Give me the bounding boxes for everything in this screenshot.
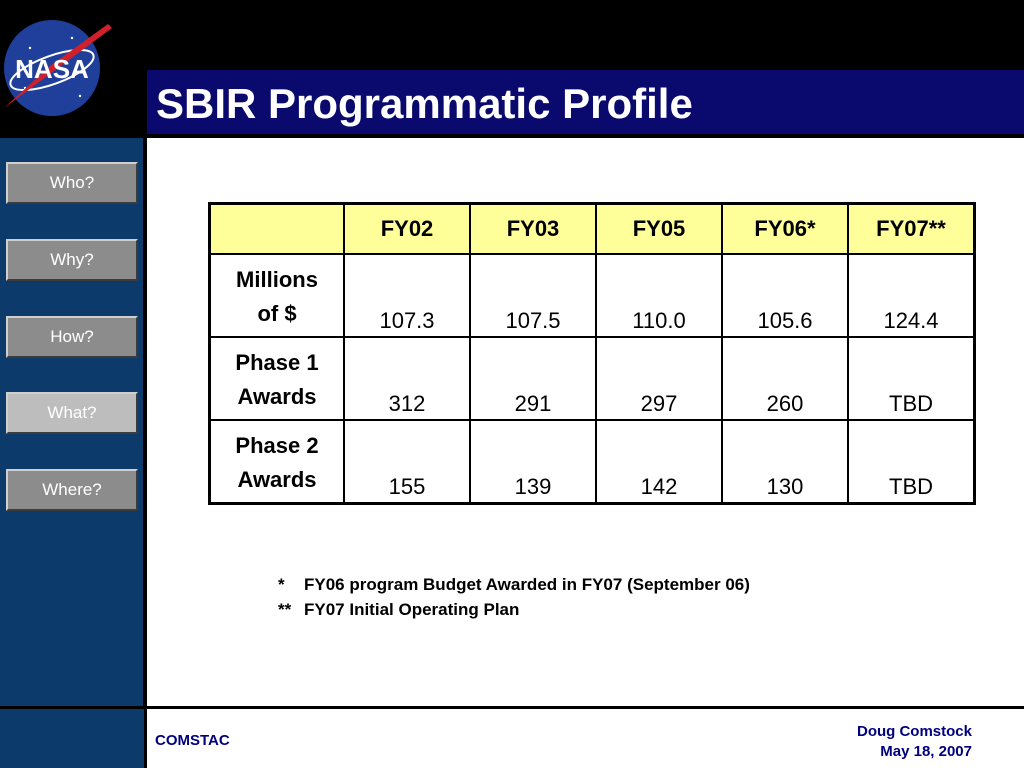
nav-who-button[interactable]: Who? <box>6 162 138 204</box>
table-header-cell: FY02 <box>343 202 471 255</box>
nav-where-button[interactable]: Where? <box>6 469 138 511</box>
table-cell: 139 <box>469 419 597 505</box>
footer-credits: Doug Comstock May 18, 2007 <box>857 722 972 762</box>
row-label: Millions of $ <box>208 253 345 338</box>
footer-divider <box>0 706 1024 709</box>
footnote: ** FY07 Initial Operating Plan <box>278 597 750 622</box>
page-title: SBIR Programmatic Profile <box>156 80 693 127</box>
logo-text: NASA <box>15 54 89 84</box>
table-cell: 130 <box>721 419 849 505</box>
title-divider <box>146 134 1024 138</box>
table-cell: 142 <box>595 419 723 505</box>
sidebar-divider <box>143 70 147 768</box>
footnote: * FY06 program Budget Awarded in FY07 (Se… <box>278 572 750 597</box>
nav-what-button[interactable]: What? <box>6 392 138 434</box>
table-cell: 155 <box>343 419 471 505</box>
table-header-cell: FY06* <box>721 202 849 255</box>
footnote-text: FY06 program Budget Awarded in FY07 (Sep… <box>304 575 750 594</box>
row-label-line1: Phase 1 <box>235 349 319 375</box>
table-cell: TBD <box>847 419 976 505</box>
table-cell: 312 <box>343 336 471 421</box>
table-row: Phase 2 Awards 155 139 142 130 TBD <box>208 419 976 505</box>
title-bar <box>146 70 1024 134</box>
nasa-logo: NASA <box>4 20 112 116</box>
table-header-cell: FY05 <box>595 202 723 255</box>
table-cell: 297 <box>595 336 723 421</box>
footer-org: COMSTAC <box>155 732 230 749</box>
sbir-table: FY02 FY03 FY05 FY06* FY07** Millions of $… <box>208 202 976 505</box>
table-cell: TBD <box>847 336 976 421</box>
footnotes: * FY06 program Budget Awarded in FY07 (Se… <box>278 572 750 622</box>
row-label-line2: Awards <box>237 466 317 492</box>
table-cell: 107.3 <box>343 253 471 338</box>
table-row: Millions of $ 107.3 107.5 110.0 105.6 124… <box>208 253 976 338</box>
footnote-text: FY07 Initial Operating Plan <box>304 600 520 619</box>
row-label-line1: Millions <box>236 266 318 292</box>
nav-why-button[interactable]: Why? <box>6 239 138 281</box>
table-cell: 291 <box>469 336 597 421</box>
logo-vector <box>4 24 112 108</box>
table-header-cell: FY03 <box>469 202 597 255</box>
table-cell: 260 <box>721 336 849 421</box>
table-cell: 107.5 <box>469 253 597 338</box>
row-label: Phase 1 Awards <box>208 336 345 421</box>
footer-sidebar <box>0 709 144 768</box>
nav-how-button[interactable]: How? <box>6 316 138 358</box>
table-cell: 124.4 <box>847 253 976 338</box>
row-label-line2: of $ <box>257 300 297 326</box>
footer-author: Doug Comstock <box>856 723 972 740</box>
table-header-row: FY02 FY03 FY05 FY06* FY07** <box>208 202 976 255</box>
row-label-line2: Awards <box>237 383 317 409</box>
table-cell: 105.6 <box>721 253 849 338</box>
table-header-corner <box>208 202 345 255</box>
top-band <box>0 0 1024 70</box>
footer-date: May 18, 2007 <box>880 743 972 760</box>
row-label-line1: Phase 2 <box>235 432 319 458</box>
row-label: Phase 2 Awards <box>208 419 345 505</box>
table-header-cell: FY07** <box>847 202 976 255</box>
table-row: Phase 1 Awards 312 291 297 260 TBD <box>208 336 976 421</box>
footnote-mark: ** <box>278 600 292 619</box>
table-cell: 110.0 <box>595 253 723 338</box>
footnote-mark: * <box>278 575 285 594</box>
